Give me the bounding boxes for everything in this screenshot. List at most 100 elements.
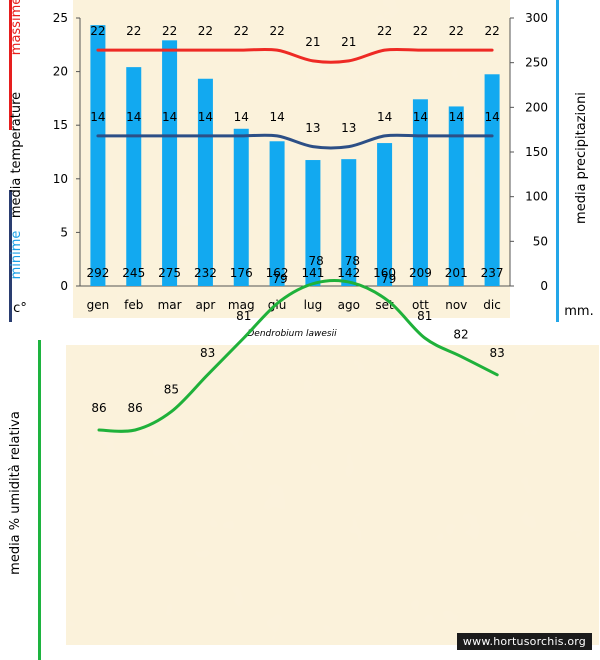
minime-value-label: 14	[198, 110, 213, 124]
precipitation-value-label: 275	[158, 266, 181, 280]
precipitation-value-label: 176	[230, 266, 253, 280]
right-unit-label: mm.	[564, 304, 593, 319]
right-tick-label: 0	[540, 279, 548, 293]
precipitation-value-label: 237	[481, 266, 504, 280]
humidity-value-label: 79	[272, 272, 287, 286]
x-tick-label: gen	[87, 298, 110, 312]
precipitation-bar	[305, 160, 321, 286]
x-tick-label: mar	[158, 298, 182, 312]
humidity-value-label: 85	[164, 383, 179, 397]
precipitation-value-label: 160	[373, 266, 396, 280]
humidity-value-label: 78	[345, 254, 360, 268]
x-tick-label: ago	[338, 298, 360, 312]
massime-value-label: 22	[377, 24, 392, 38]
humidity-axis-title: media % umidità relativa	[8, 411, 23, 575]
x-tick-label: dic	[483, 298, 501, 312]
x-tick-label: nov	[445, 298, 467, 312]
chart-title: Dendrobium lawesii	[247, 329, 337, 339]
humidity-value-label: 78	[309, 254, 324, 268]
massime-value-label: 21	[341, 35, 356, 49]
minime-value-label: 14	[413, 110, 428, 124]
minime-value-label: 14	[377, 110, 392, 124]
precipitation-bar	[126, 67, 142, 286]
precipitation-bar	[341, 159, 357, 286]
massime-value-label: 22	[413, 24, 428, 38]
humidity-value-label: 83	[200, 346, 215, 360]
precipitation-bar	[233, 128, 249, 286]
massime-value-label: 22	[484, 24, 499, 38]
precipitation-value-label: 142	[337, 266, 360, 280]
precipitation-value-label: 209	[409, 266, 432, 280]
precipitation-bar	[197, 78, 213, 286]
massime-temperature-line	[96, 47, 494, 64]
precipitation-value-label: 232	[194, 266, 217, 280]
humidity-value-label: 86	[91, 401, 106, 415]
bottom-panel-texture	[66, 345, 599, 645]
precipitation-bar	[377, 143, 393, 286]
humidity-value-label: 83	[490, 346, 505, 360]
left-tick-label: 5	[60, 225, 68, 239]
precipitation-bar	[412, 99, 428, 286]
left-unit-label: c°	[13, 301, 27, 316]
right-tick-label: 250	[525, 56, 548, 70]
humidity-accent-green	[38, 340, 41, 660]
left-tick-label: 25	[53, 11, 68, 25]
massime-value-label: 22	[162, 24, 177, 38]
left-tick-label: 15	[53, 118, 68, 132]
precipitation-bar	[269, 141, 285, 286]
humidity-chart: 86 86 85 83 81 79 78 78 79 81 82 83	[91, 254, 505, 433]
x-tick-label: feb	[124, 298, 143, 312]
precipitation-bar	[162, 40, 178, 287]
right-tick-label: 200	[525, 100, 548, 114]
humidity-value-label: 86	[128, 401, 143, 415]
left-accent-navy	[9, 190, 12, 322]
minime-value-label: 14	[234, 110, 249, 124]
precipitation-value-label: 292	[86, 266, 109, 280]
precipitation-value-label: 201	[445, 266, 468, 280]
x-tick-label: ott	[412, 298, 429, 312]
minime-value-label: 14	[126, 110, 141, 124]
precipitation-bar	[484, 74, 500, 286]
left-label-minime: minime	[9, 231, 24, 280]
left-accent-red	[9, 0, 12, 130]
massime-value-label: 22	[198, 24, 213, 38]
minime-temperature-line	[96, 133, 494, 150]
left-tick-label: 10	[53, 172, 68, 186]
minime-value-label: 14	[162, 110, 177, 124]
humidity-value-label: 81	[417, 309, 432, 323]
minime-value-label: 14	[90, 110, 105, 124]
watermark: www.hortusorchis.org	[456, 633, 592, 650]
precipitation-value-label: 141	[301, 266, 324, 280]
right-tick-label: 300	[525, 11, 548, 25]
humidity-value-label: 81	[236, 309, 251, 323]
data-labels-layer: 292 245 275 232 176 162 141 142 160 209 201 237 22 22…	[86, 24, 503, 280]
massime-value-label: 22	[269, 24, 284, 38]
massime-value-label: 21	[305, 35, 320, 49]
massime-value-label: 22	[234, 24, 249, 38]
left-tick-label: 20	[53, 65, 68, 79]
massime-value-label: 22	[90, 24, 105, 38]
precipitation-bar	[448, 106, 464, 286]
temperature-lines	[96, 47, 494, 150]
humidity-line	[97, 279, 499, 433]
x-tick-label: mag	[228, 298, 255, 312]
massime-value-label: 22	[449, 24, 464, 38]
right-accent-blue	[556, 0, 559, 322]
massime-value-label: 22	[126, 24, 141, 38]
right-tick-label: 50	[533, 234, 548, 248]
humidity-value-label: 79	[381, 272, 396, 286]
x-tick-label: lug	[304, 298, 323, 312]
precipitation-bar	[90, 25, 106, 286]
right-tick-label: 150	[525, 145, 548, 159]
minime-value-label: 13	[341, 121, 356, 135]
right-tick-label: 100	[525, 190, 548, 204]
right-axis-title: media precipitazioni	[574, 92, 589, 224]
minime-value-label: 14	[269, 110, 284, 124]
minime-value-label: 14	[484, 110, 499, 124]
humidity-value-label: 82	[453, 327, 468, 341]
x-tick-label: apr	[195, 298, 215, 312]
left-label-massime: massime	[9, 0, 24, 55]
minime-value-label: 14	[449, 110, 464, 124]
